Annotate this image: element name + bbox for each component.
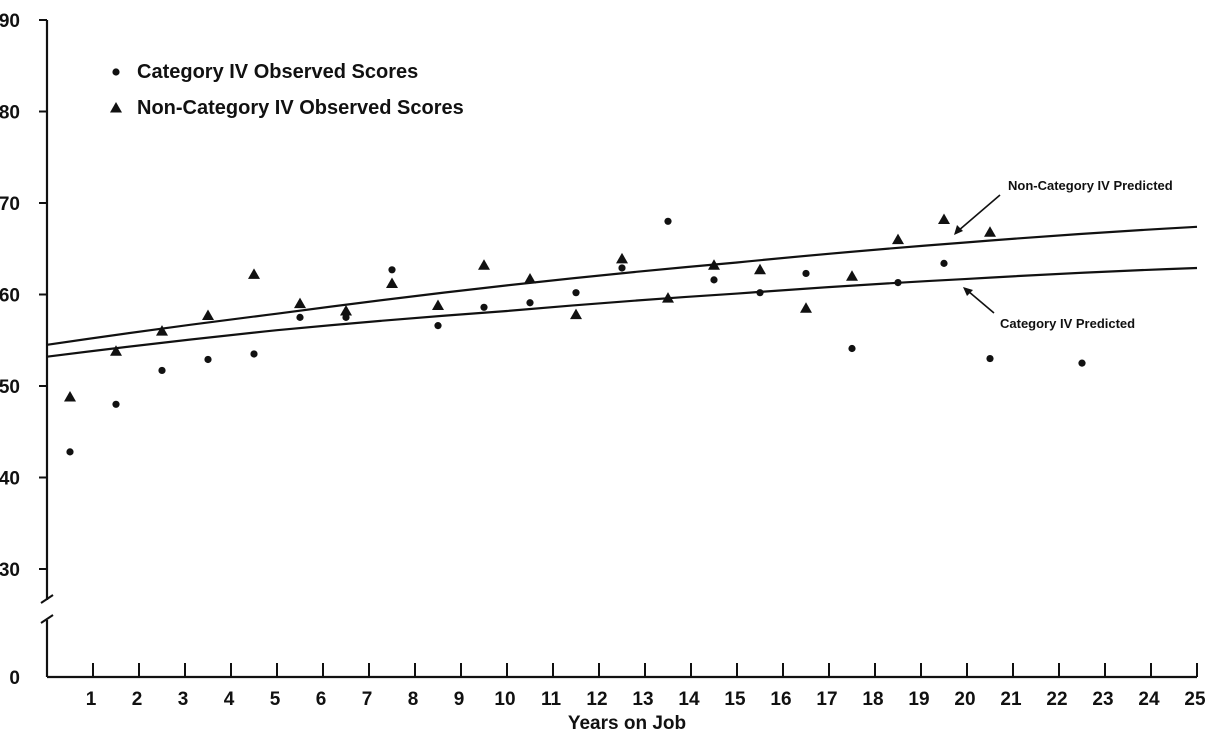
non-category-iv-point [984,226,996,237]
x-tick-label: 5 [270,689,281,710]
legend-label: Category IV Observed Scores [137,61,418,83]
x-tick-label: 25 [1184,689,1206,710]
x-tick-label: 6 [316,689,327,710]
x-tick-label: 17 [816,689,837,710]
y-tick-label: 40 [0,469,20,490]
y-tick-label: 0 [9,668,20,689]
legend-circle-marker [112,68,120,76]
category-iv-point [526,299,534,307]
category-iv-point [480,303,488,311]
category-iv-point [388,266,396,274]
x-tick-label: 3 [178,689,189,710]
x-tick-label: 7 [362,689,373,710]
x-tick-label: 12 [586,689,607,710]
x-tick-label: 23 [1092,689,1113,710]
y-tick-label: 90 [0,11,20,32]
category-iv-point [342,313,350,321]
category-iv-point [296,313,304,321]
legend-label: Non-Category IV Observed Scores [137,97,464,119]
non-category-iv-point [800,302,812,313]
category-iv-point [802,269,810,278]
x-tick-label: 9 [454,689,465,710]
non-category-iv-point [340,304,352,316]
annotation-arrow [967,290,995,314]
category-iv-point [1078,359,1086,367]
category-iv-point [572,289,580,297]
non-category-iv-point [432,299,444,310]
x-tick-label: 24 [1138,689,1160,710]
non-category-iv-point [386,277,398,289]
legend-triangle-marker [110,102,122,113]
y-tick-label: 70 [0,194,20,215]
category-iv-point [434,322,442,330]
category-iv-point [756,289,764,297]
non-category-iv-point [156,325,168,336]
category-iv-point [250,350,258,358]
non-category-iv-point [294,297,306,309]
non-category-iv-point [892,233,904,245]
category-iv-predicted-line [46,266,1198,358]
category-iv-point [664,217,672,225]
x-axis-label: Years on Job [568,713,686,734]
x-tick-label: 10 [494,689,515,710]
non-category-iv-point [754,263,766,275]
x-tick-label: 2 [132,689,143,710]
non-category-iv-predicted-line [46,225,1198,346]
category-iv-point [894,279,902,287]
category-iv-point [940,259,948,267]
annotation-arrowhead [963,287,973,296]
annotation-arrow [957,194,1001,232]
y-tick-label: 60 [0,286,20,307]
axis-break-mark [40,614,54,624]
x-tick-label: 14 [678,689,700,710]
x-tick-label: 22 [1046,689,1067,710]
category-iv-point [204,355,212,364]
axis-break-mark [40,594,54,604]
x-tick-label: 20 [954,689,975,710]
x-tick-label: 21 [1000,689,1022,710]
y-tick-label: 50 [0,377,20,398]
category-iv-point [158,366,166,375]
x-tick-label: 8 [408,689,419,710]
legend: Category IV Observed Scores Non-Category … [110,61,464,119]
non-category-iv-point [570,308,582,320]
annotation-label: Non-Category IV Predicted [1008,178,1173,193]
annotation-arrowhead [954,225,963,235]
non-category-iv-point [248,268,260,279]
category-iv-point [848,344,856,353]
predicted-lines [46,225,1198,358]
x-tick-label: 4 [224,689,235,710]
non-category-iv-point [708,259,720,270]
y-tick-label: 80 [0,103,20,124]
x-tick-label: 1 [86,689,97,710]
annotation-label: Category IV Predicted [1000,316,1135,331]
category-iv-point [710,276,718,284]
non-category-iv-point [846,270,858,281]
category-iv-point [112,400,120,408]
non-category-iv-point [524,272,536,284]
x-tick-label: 16 [770,689,791,710]
x-tick-label: 15 [724,689,746,710]
non-category-iv-point [110,345,122,356]
category-iv-point [986,354,994,363]
non-category-iv-point [64,390,76,402]
category-iv-point [618,264,626,272]
non-category-iv-point [662,292,674,303]
x-tick-label: 19 [908,689,929,710]
annotations: Non-Category IV Predicted Category IV Pre… [954,178,1173,331]
non-category-iv-point [478,259,490,270]
y-tick-label: 30 [0,560,20,581]
non-category-iv-point [616,252,628,264]
non-category-iv-point [202,309,214,321]
data-points [64,213,1086,456]
non-category-iv-point [938,213,950,224]
category-iv-point [66,448,74,456]
x-tick-label: 18 [862,689,883,710]
x-tick-label: 11 [541,689,562,710]
x-tick-label: 13 [632,689,653,710]
